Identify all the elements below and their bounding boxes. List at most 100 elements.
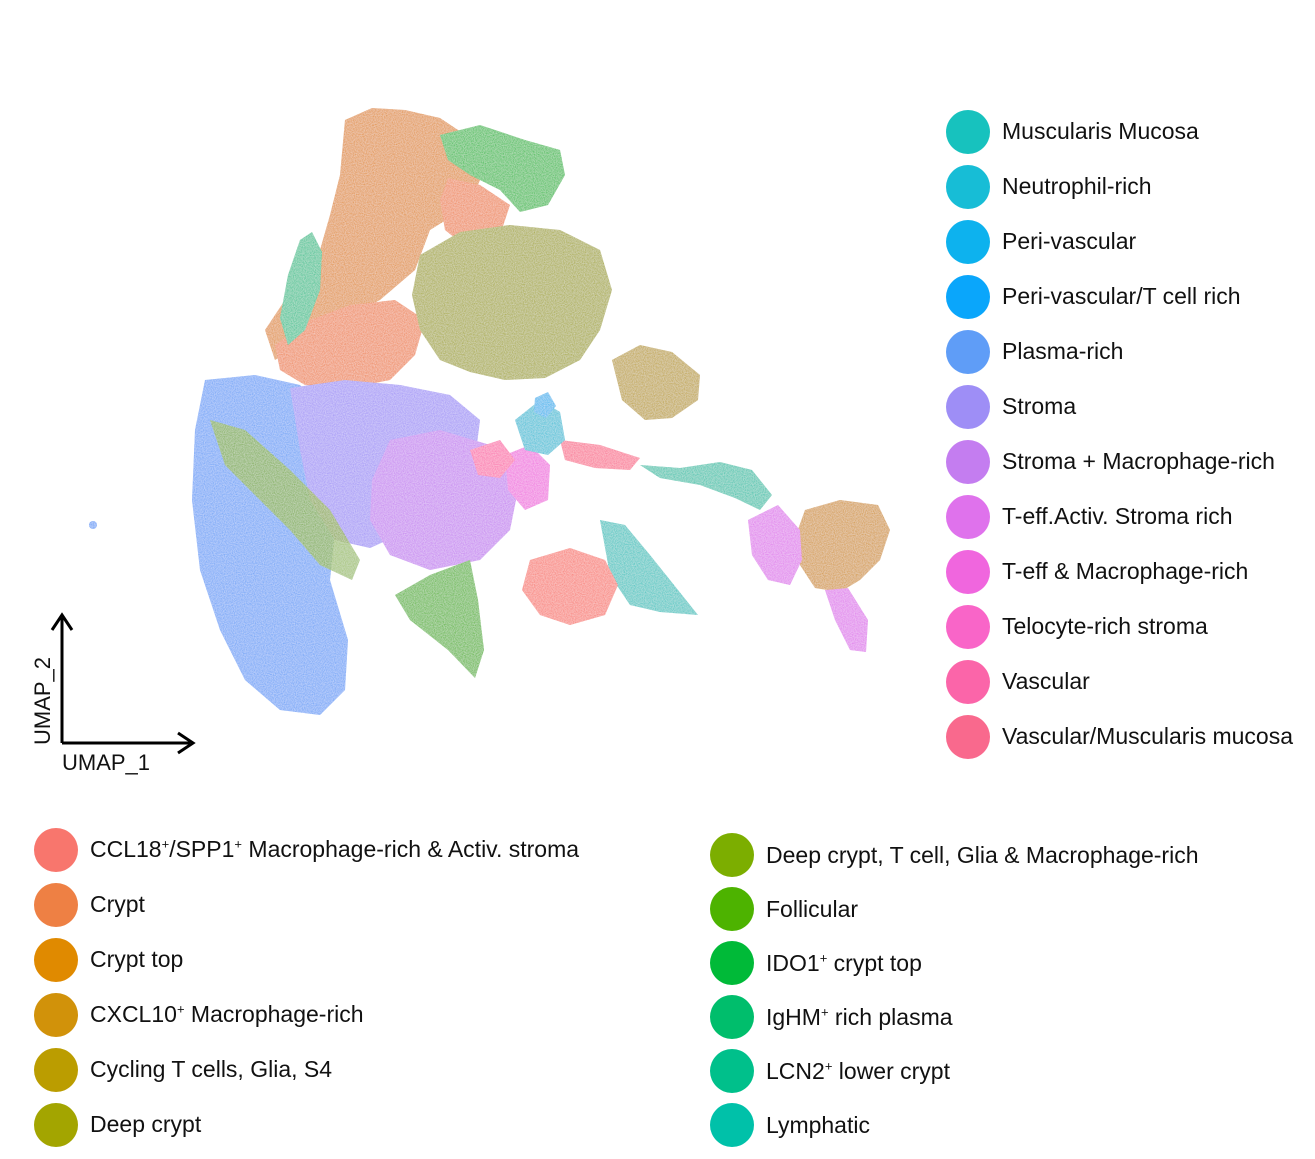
legend-text: CXCL10	[90, 1001, 177, 1027]
legend-text: Vascular/Muscularis mucosa	[1002, 723, 1294, 749]
legend-text: IgHM	[766, 1003, 821, 1030]
legend-swatch	[946, 549, 990, 594]
legend-item: Cycling T cells, Glia, S4	[34, 1042, 579, 1097]
legend-swatch	[946, 659, 990, 704]
legend-label: Crypt	[90, 891, 145, 918]
legend-swatch	[710, 941, 754, 985]
cluster-cycling-t	[612, 345, 700, 420]
legend-swatch	[946, 219, 990, 264]
cluster-ido1-crypt-top	[440, 125, 565, 212]
cluster-vascular-muscularis	[560, 440, 640, 470]
legend-item: T-eff.Activ. Stroma rich	[946, 489, 1315, 544]
legend-text: /SPP1	[169, 836, 235, 862]
legend-swatch	[946, 384, 990, 429]
legend-item: Peri-vascular/T cell rich	[946, 269, 1315, 324]
legend-text: Vascular	[1002, 668, 1090, 694]
legend-item: Peri-vascular	[946, 214, 1315, 269]
umap-plot: UMAP_1 UMAP_2	[30, 108, 890, 775]
legend-text: Crypt	[90, 891, 145, 917]
legend-item: Vascular/Muscularis mucosa	[946, 709, 1315, 764]
legend-text: Muscularis Mucosa	[1002, 118, 1199, 144]
legend-item: Stroma	[946, 379, 1315, 434]
legend-swatch	[946, 109, 990, 154]
legend-item: T-eff & Macrophage-rich	[946, 544, 1315, 599]
legend-label: Stroma	[1002, 393, 1076, 420]
cluster-t-eff-activ	[748, 505, 802, 585]
legend-text: lower crypt	[832, 1057, 950, 1084]
cluster-crypt-top	[265, 108, 482, 360]
legend-label: IgHM+ rich plasma	[766, 1004, 953, 1031]
legend-item: Lymphatic	[710, 1098, 1199, 1152]
legend-swatch	[34, 1047, 78, 1092]
cluster-outlier	[89, 521, 97, 529]
legend-item: Crypt top	[34, 932, 579, 987]
legend-superscript: +	[819, 949, 828, 965]
legend-swatch	[946, 439, 990, 484]
legend-item: Neutrophil-rich	[946, 159, 1315, 214]
legend-text: Crypt top	[90, 946, 184, 972]
legend-swatch	[946, 329, 990, 374]
legend-text: Cycling T cells, Glia, S4	[90, 1056, 333, 1082]
legend-swatch	[34, 937, 78, 982]
legend-label: Telocyte-rich stroma	[1002, 613, 1208, 640]
legend-item: IgHM+ rich plasma	[710, 990, 1199, 1044]
legend-label: Cycling T cells, Glia, S4	[90, 1056, 332, 1083]
legend-superscript: +	[234, 836, 243, 852]
legend-swatch	[946, 604, 990, 649]
cluster-t-eff-macrophage	[505, 445, 550, 510]
legend-bottom-left: CCL18+/SPP1+ Macrophage-rich & Activ. st…	[34, 822, 579, 1152]
legend-item: Deep crypt	[34, 1097, 579, 1152]
x-axis-label: UMAP_1	[62, 750, 150, 775]
legend-item: Vascular	[946, 654, 1315, 709]
legend-swatch	[946, 714, 990, 759]
legend-text: T-eff.Activ. Stroma rich	[1002, 503, 1233, 529]
legend-label: Peri-vascular	[1002, 228, 1136, 255]
legend-text: Stroma + Macrophage-rich	[1002, 448, 1275, 474]
legend-text: Macrophage-rich & Activ. stroma	[242, 836, 580, 862]
legend-label: T-eff.Activ. Stroma rich	[1002, 503, 1232, 530]
legend-item: Telocyte-rich stroma	[946, 599, 1315, 654]
legend-label: Peri-vascular/T cell rich	[1002, 283, 1241, 310]
cluster-neutrophil	[515, 400, 565, 455]
cluster-cxcl10	[796, 500, 890, 592]
legend-text: IDO1	[766, 949, 820, 976]
legend-item: Stroma + Macrophage-rich	[946, 434, 1315, 489]
legend-swatch	[34, 827, 78, 872]
legend-text: CCL18	[90, 836, 162, 862]
cluster-ccl18	[522, 548, 618, 625]
legend-text: Deep crypt	[90, 1111, 202, 1137]
legend-bottom-mid: Deep crypt, T cell, Glia & Macrophage-ri…	[710, 828, 1199, 1152]
legend-swatch	[710, 833, 754, 877]
cluster-deep-crypt-t-cell	[210, 420, 360, 580]
legend-swatch	[710, 1049, 754, 1093]
legend-swatch	[710, 887, 754, 931]
legend-text: Macrophage-rich	[184, 1001, 364, 1027]
legend-text: Peri-vascular	[1002, 228, 1137, 254]
legend-swatch	[34, 992, 78, 1037]
legend-label: Deep crypt	[90, 1111, 201, 1138]
legend-text: Deep crypt, T cell, Glia & Macrophage-ri…	[766, 841, 1199, 868]
legend-item: IDO1+ crypt top	[710, 936, 1199, 990]
legend-swatch	[946, 494, 990, 539]
cluster-muscularis	[600, 520, 698, 615]
legend-text: Stroma	[1002, 393, 1077, 419]
legend-text: Plasma-rich	[1002, 338, 1124, 364]
legend-label: Lymphatic	[766, 1112, 870, 1139]
legend-text: rich plasma	[828, 1003, 953, 1030]
legend-text: Follicular	[766, 895, 859, 922]
legend-superscript: +	[820, 1003, 829, 1019]
legend-item: Follicular	[710, 882, 1199, 936]
cluster-follicular	[395, 560, 484, 678]
legend-item: LCN2+ lower crypt	[710, 1044, 1199, 1098]
legend-swatch	[946, 164, 990, 209]
legend-label: Crypt top	[90, 946, 183, 973]
legend-label: CCL18+/SPP1+ Macrophage-rich & Activ. st…	[90, 836, 579, 863]
legend-text: Neutrophil-rich	[1002, 173, 1152, 199]
legend-item: CCL18+/SPP1+ Macrophage-rich & Activ. st…	[34, 822, 579, 877]
legend-label: Neutrophil-rich	[1002, 173, 1152, 200]
legend-label: Muscularis Mucosa	[1002, 118, 1199, 145]
legend-text: crypt top	[827, 949, 922, 976]
legend-swatch	[710, 1103, 754, 1147]
cluster-peri-vascular	[534, 392, 556, 418]
cluster-lymphatic	[640, 462, 772, 510]
